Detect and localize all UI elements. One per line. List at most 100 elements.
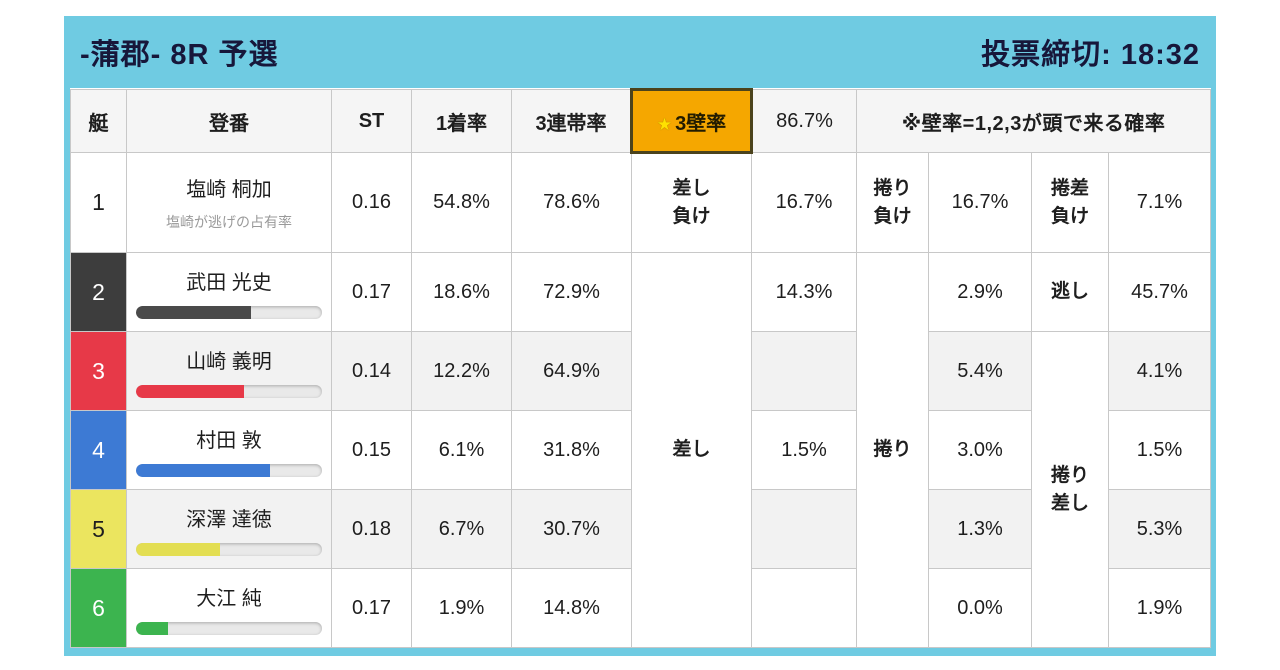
boat-row-5: 5 深澤 達徳 0.18 6.7% 30.7% 1.3% 5.3%: [70, 489, 1212, 569]
sashi-value: [751, 568, 857, 648]
share-bar-fill: [136, 305, 252, 319]
top3-rate-value: 14.8%: [511, 568, 632, 648]
race-title: -蒲郡- 8R 予選: [80, 39, 279, 71]
wall-rate-label: 3壁率: [675, 112, 727, 135]
share-bar: [136, 305, 322, 319]
makuri-value: 16.7%: [928, 152, 1032, 253]
top3-rate-value: 78.6%: [511, 152, 632, 253]
third-value: 1.9%: [1107, 568, 1212, 648]
share-bar-fill: [136, 542, 220, 556]
st-value: 0.16: [331, 152, 412, 253]
share-bar: [136, 542, 322, 556]
sashi-value: 14.3%: [751, 252, 857, 332]
racer-name: 塩崎 桐加: [186, 179, 272, 201]
share-bar-fill: [136, 384, 244, 398]
st-value: 0.17: [331, 252, 412, 332]
racer-cell: 山崎 義明: [126, 331, 332, 411]
st-value: 0.17: [331, 568, 412, 648]
makuri-group-label: 捲り: [856, 252, 929, 648]
share-bar-fill: [136, 463, 270, 477]
boat-row-3: 3 山崎 義明 0.14 12.2% 64.9% 5.4% 捲り 差し 4.1%: [70, 331, 1212, 648]
boat-number-cell: 4: [70, 410, 127, 490]
racer-cell: 村田 敦: [126, 410, 332, 490]
racer-name: 村田 敦: [196, 429, 262, 452]
race-stats-table: 艇 登番 ST 1着率 3連帯率 ★ 3壁率 86.7% ※壁率=1,2,3が頭で…: [70, 88, 1212, 648]
boat-number-cell: 2: [70, 252, 127, 332]
boat-number-cell: 5: [70, 489, 127, 569]
table-header-row: 艇 登番 ST 1着率 3連帯率 ★ 3壁率 86.7% ※壁率=1,2,3が頭で…: [70, 88, 1212, 154]
makuri-value: 2.9%: [928, 252, 1032, 332]
makuri-value: 5.4%: [928, 331, 1032, 411]
col-header-win-rate: 1着率: [411, 89, 512, 153]
col-header-top3-rate: 3連帯率: [511, 89, 632, 153]
wall-rate-value: 86.7%: [751, 89, 857, 153]
third-value: 7.1%: [1107, 152, 1212, 253]
share-bar-fill: [136, 621, 168, 635]
third-value: 1.5%: [1107, 410, 1212, 490]
win-rate-value: 6.7%: [411, 489, 512, 569]
top3-rate-value: 64.9%: [511, 331, 632, 411]
boat-row-6: 6 大江 純 0.17 1.9% 14.8% 0.0% 1.9%: [70, 568, 1212, 648]
boat-number-cell: 3: [70, 331, 127, 411]
sashi-group-label: 差し: [631, 252, 752, 648]
racer-name: 武田 光史: [186, 271, 272, 294]
win-rate-value: 18.6%: [411, 252, 512, 332]
boat-row-4: 4 村田 敦 0.15 6.1% 31.8% 1.5% 3.0% 1.5%: [70, 410, 1212, 490]
sashi-value: 16.7%: [751, 152, 857, 253]
third-value: 4.1%: [1107, 331, 1212, 411]
wall-rate-note: ※壁率=1,2,3が頭で来る確率: [855, 89, 1212, 153]
racer-info: 村田 敦: [128, 424, 331, 477]
third-value: 5.3%: [1107, 489, 1212, 569]
col-header-wall-rate[interactable]: ★ 3壁率: [630, 88, 753, 154]
vote-deadline: 投票締切: 18:32: [981, 39, 1200, 71]
col-header-st: ST: [331, 89, 412, 153]
win-rate-value: 12.2%: [411, 331, 512, 411]
share-bar: [136, 384, 322, 398]
racer-cell: 深澤 達徳: [126, 489, 332, 569]
sashi-value: [751, 331, 857, 411]
makuri-value: 1.3%: [928, 489, 1032, 569]
share-bar: [136, 621, 322, 635]
makuzashi-group-label: 捲り 差し: [1031, 331, 1109, 648]
sashi-value: 1.5%: [751, 410, 857, 490]
top3-rate-value: 30.7%: [511, 489, 632, 569]
racer-cell: 塩崎 桐加 塩崎が逃げの占有率: [126, 152, 332, 253]
top3-rate-value: 31.8%: [511, 410, 632, 490]
st-value: 0.15: [331, 410, 412, 490]
sashi-lose-label: 差し 負け: [631, 152, 752, 253]
top3-rate-value: 72.9%: [511, 252, 632, 332]
boat-number-cell: 6: [70, 568, 127, 648]
racer-name: 深澤 達徳: [186, 508, 272, 531]
race-board: -蒲郡- 8R 予選 投票締切: 18:32 艇 登番 ST 1着率 3連帯率 …: [64, 16, 1216, 656]
win-rate-value: 54.8%: [411, 152, 512, 253]
header-band: -蒲郡- 8R 予選 投票締切: 18:32: [70, 16, 1210, 88]
racer-info: 深澤 達徳: [128, 503, 331, 556]
win-rate-value: 1.9%: [411, 568, 512, 648]
racer-name: 大江 純: [196, 587, 262, 610]
nigashi-label: 逃し: [1031, 252, 1109, 332]
boat-row-1: 1 塩崎 桐加 塩崎が逃げの占有率 0.16 54.8% 78.6% 差し 負け…: [70, 152, 1212, 253]
makuri-lose-label: 捲り 負け: [856, 152, 929, 253]
makuzashi-lose-label: 捲差 負け: [1031, 152, 1109, 253]
win-rate-value: 6.1%: [411, 410, 512, 490]
boat-row-2: 2 武田 光史 0.17 18.6% 72.9% 差し 14.3% 捲り 2.9…: [70, 252, 1212, 648]
st-value: 0.18: [331, 489, 412, 569]
racer-cell: 武田 光史: [126, 252, 332, 332]
racer-name: 山崎 義明: [186, 350, 272, 373]
col-header-entry: 登番: [126, 89, 332, 153]
col-header-boat: 艇: [70, 89, 127, 153]
racer-info: 塩崎 桐加 塩崎が逃げの占有率: [128, 173, 331, 232]
share-bar: [136, 463, 322, 477]
racer-info: 武田 光史: [128, 266, 331, 319]
third-value: 45.7%: [1107, 252, 1212, 332]
st-value: 0.14: [331, 331, 412, 411]
boat-number-cell: 1: [70, 152, 127, 253]
racer-subtitle: 塩崎が逃げの占有率: [166, 214, 292, 230]
star-icon: ★: [656, 114, 673, 134]
racer-info: 大江 純: [128, 582, 331, 635]
sashi-value: [751, 489, 857, 569]
makuri-value: 0.0%: [928, 568, 1032, 648]
racer-cell: 大江 純: [126, 568, 332, 648]
makuri-value: 3.0%: [928, 410, 1032, 490]
racer-info: 山崎 義明: [128, 345, 331, 398]
